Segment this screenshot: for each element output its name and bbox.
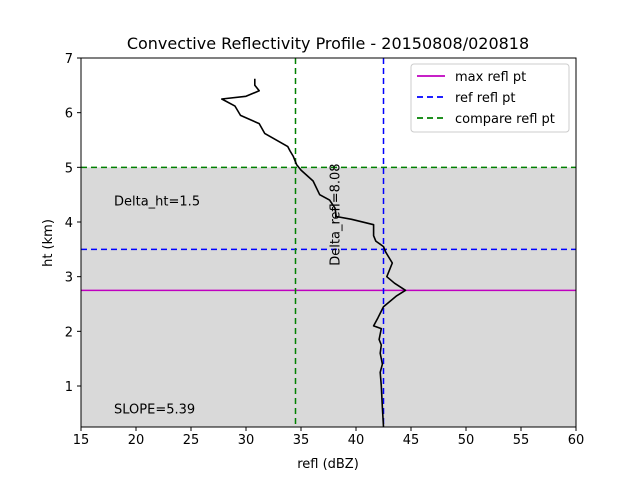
shaded-band: [81, 167, 576, 428]
y-tick-label: 5: [65, 161, 73, 176]
x-tick-label: 40: [348, 433, 365, 448]
chart-title: Convective Reflectivity Profile - 201508…: [127, 34, 529, 53]
y-tick-label: 4: [65, 216, 73, 231]
y-tick-label: 1: [65, 380, 73, 395]
x-tick-label: 45: [403, 433, 420, 448]
legend-label: compare refl pt: [455, 112, 555, 127]
x-axis-label: refl (dBZ): [297, 457, 359, 472]
x-tick-label: 55: [513, 433, 530, 448]
x-tick-label: 20: [128, 433, 145, 448]
x-tick-label: 35: [293, 433, 310, 448]
annotation-label: Delta_refl=8.08: [329, 163, 344, 265]
legend-box: [410, 63, 570, 133]
profile-line-0: [221, 78, 407, 428]
annotation-label: Delta_ht=1.5: [114, 195, 200, 210]
axes-frame: [80, 57, 577, 428]
x-tick-label: 50: [458, 433, 475, 448]
x-tick-label: 30: [238, 433, 255, 448]
y-tick-label: 6: [65, 107, 73, 122]
x-tick-label: 25: [183, 433, 200, 448]
legend-label: ref refl pt: [455, 91, 516, 106]
y-tick-label: 2: [65, 325, 73, 340]
y-tick-label: 3: [65, 271, 73, 286]
y-tick-label: 7: [65, 52, 73, 67]
x-tick-label: 60: [568, 433, 585, 448]
annotation-label: SLOPE=5.39: [114, 402, 195, 417]
y-axis-label: ht (km): [41, 219, 56, 267]
x-tick-label: 15: [73, 433, 90, 448]
legend-label: max refl pt: [455, 70, 526, 85]
